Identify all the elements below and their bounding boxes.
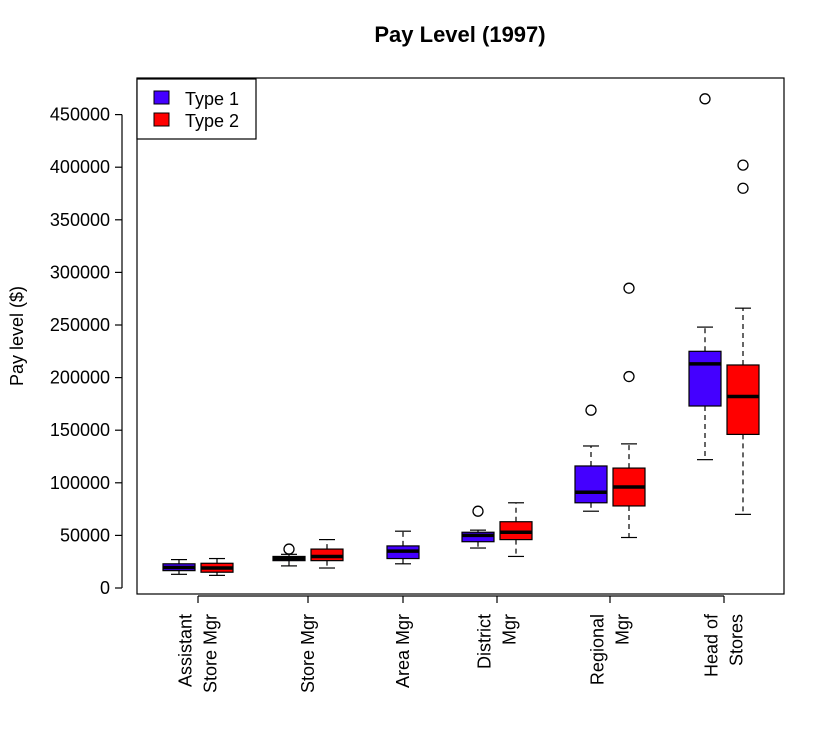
box-type-2 [612,282,646,539]
y-tick-label: 400000 [50,157,110,177]
outlier-point [623,370,635,383]
plot-frame [136,77,785,595]
y-tick-label: 100000 [50,473,110,493]
y-tick-label: 0 [100,578,110,598]
outlier-point [623,282,635,294]
x-tick-label: Mgr [500,614,520,645]
box-type-2 [499,502,533,558]
y-tick-label: 150000 [50,420,110,440]
legend-label: Type 2 [185,111,239,131]
box-type-2 [200,557,234,576]
box-type-2 [726,159,760,515]
iqr-box [574,465,608,504]
x-axis: Assistant Store Mgr Store Mgr Area Mgr Distr… [176,595,747,693]
box-type-1 [386,530,420,565]
outlier-point [699,93,711,105]
y-tick-label: 350000 [50,210,110,230]
x-tick-label: Mgr [613,614,633,645]
y-tick-label: 50000 [60,525,110,545]
outlier-point [472,505,484,517]
box-type-1 [272,543,306,567]
box-type-1 [688,93,722,461]
box-type-1 [574,404,608,512]
x-tick-label: Assistant [176,614,196,687]
y-tick-label: 300000 [50,262,110,282]
x-tick-label: District [475,614,495,669]
y-axis-label: Pay level ($) [7,286,27,386]
y-tick-label: 200000 [50,368,110,388]
outlier-point [737,182,749,194]
legend-swatch [153,112,170,127]
chart-title: Pay Level (1997) [374,22,545,47]
legend-swatch [153,90,170,105]
outlier-point [737,159,749,171]
x-tick-label: Regional [588,614,608,685]
box-type-2 [310,539,344,569]
iqr-box [726,364,760,436]
box-type-1 [162,558,196,575]
x-tick-label: Area Mgr [393,614,413,688]
x-tick-label: Head of [702,613,722,677]
x-tick-label: Stores [727,614,747,666]
legend-label: Type 1 [185,89,239,109]
box-type-1 [461,505,495,549]
y-axis: 0 50000 100000 150000 200000 250000 300000 3500… [50,105,123,598]
x-tick-label: Store Mgr [201,614,221,693]
y-tick-label: 450000 [50,105,110,125]
boxes-layer [162,93,760,576]
x-tick-label: Store Mgr [298,614,318,693]
outlier-point [283,543,295,555]
outlier-point [585,404,597,416]
iqr-box [688,350,722,407]
y-tick-label: 250000 [50,315,110,335]
legend-frame [136,78,257,140]
